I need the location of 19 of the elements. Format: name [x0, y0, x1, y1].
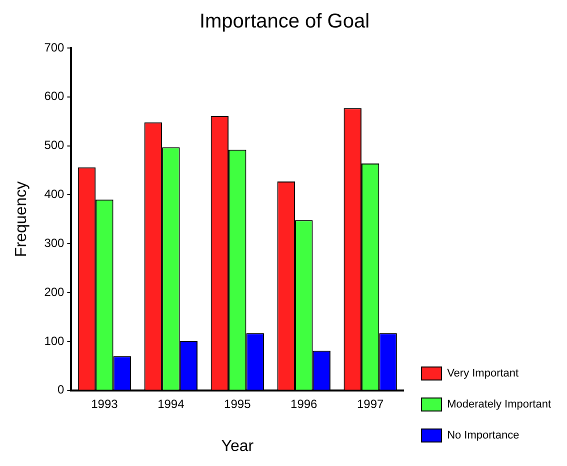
y-axis-title: Frequency	[13, 181, 30, 257]
x-axis-title: Year	[221, 438, 254, 455]
x-tick-label: 1993	[91, 396, 118, 411]
y-tick-label: 200	[44, 284, 65, 299]
legend-label: No Importance	[447, 430, 520, 442]
legend-label: Very Important	[447, 368, 519, 380]
y-tick-label: 100	[44, 334, 65, 348]
legend-label: Moderately Important	[447, 398, 551, 411]
x-tick-label: 1997	[356, 396, 384, 411]
x-tick-label: 1996	[290, 396, 318, 411]
y-tick-label: 300	[44, 236, 65, 250]
x-tick-label: 1995	[224, 396, 252, 411]
chart-title: Importance of Goal	[199, 10, 370, 33]
y-tick-label: 700	[44, 40, 65, 54]
x-tick-label: 1994	[158, 396, 185, 411]
y-tick-label: 0	[58, 382, 65, 397]
y-tick-label: 600	[44, 89, 65, 104]
y-tick-label: 500	[44, 138, 65, 152]
y-tick-label: 400	[44, 187, 65, 202]
